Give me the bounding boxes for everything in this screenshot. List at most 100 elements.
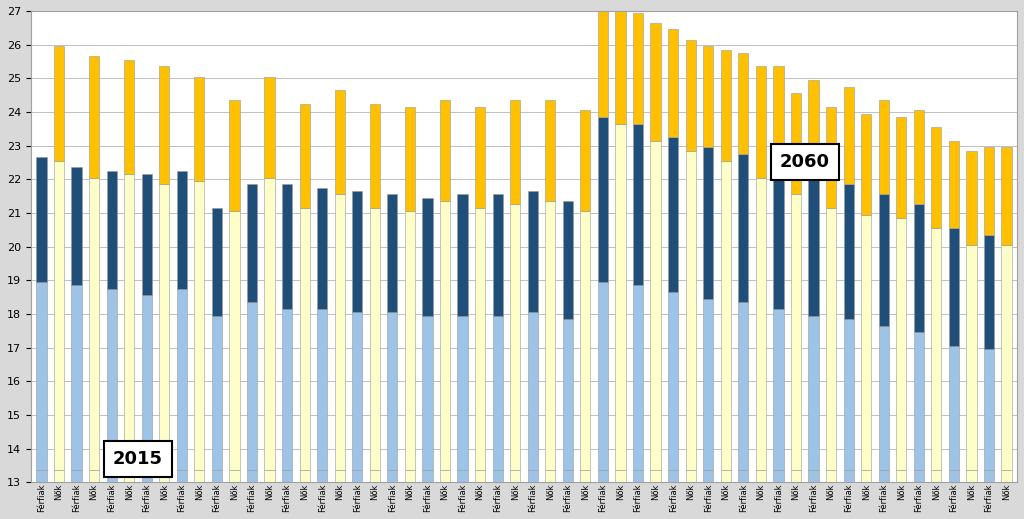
Bar [879,325,889,470]
Bar [703,470,714,482]
Bar [106,289,117,470]
Bar [808,177,818,316]
Bar [598,470,608,482]
Bar [89,177,99,470]
Bar [615,124,626,470]
Bar [773,66,783,168]
Bar [581,110,591,211]
Bar [247,470,257,482]
Bar [773,309,783,470]
Bar [844,87,854,184]
Bar [791,470,801,482]
Bar [404,107,415,211]
Bar [563,319,573,470]
Bar [72,470,82,482]
Bar [404,470,415,482]
Bar [598,117,608,282]
Bar [440,201,451,470]
Bar [422,198,432,316]
Bar [440,470,451,482]
Bar [581,470,591,482]
Bar [668,137,678,292]
Bar [949,346,958,470]
Bar [212,208,222,316]
Bar [826,470,837,482]
Bar [756,177,766,470]
Bar [896,117,906,218]
Bar [195,77,205,181]
Bar [335,90,345,195]
Bar [967,245,977,470]
Bar [738,154,749,302]
Bar [404,211,415,470]
Bar [984,349,994,470]
Bar [913,332,924,470]
Bar [861,114,871,214]
Bar [703,147,714,299]
Bar [1001,147,1012,245]
Bar [686,39,695,151]
Bar [177,470,187,482]
Bar [475,470,485,482]
Bar [264,470,274,482]
Bar [773,168,783,309]
Bar [352,191,362,312]
Bar [458,195,468,316]
Bar [422,470,432,482]
Bar [264,77,274,177]
Bar [738,302,749,470]
Bar [54,161,65,470]
Bar [440,100,451,201]
Bar [808,316,818,470]
Bar [773,470,783,482]
Bar [527,470,538,482]
Bar [721,50,731,161]
Bar [510,100,520,204]
Bar [668,30,678,137]
Bar [159,184,169,470]
Bar [37,157,46,282]
Bar [686,470,695,482]
Bar [475,208,485,470]
Bar [791,93,801,195]
Bar [563,201,573,319]
Bar [352,470,362,482]
Bar [124,174,134,470]
Bar [967,470,977,482]
Bar [370,470,380,482]
Bar [54,470,65,482]
Bar [335,470,345,482]
Bar [650,141,660,470]
Bar [615,470,626,482]
Bar [1001,245,1012,470]
Bar [458,316,468,470]
Bar [896,470,906,482]
Bar [493,316,503,470]
Bar [195,470,205,482]
Bar [633,470,643,482]
Bar [493,470,503,482]
Bar [931,228,941,470]
Bar [650,470,660,482]
Bar [1001,470,1012,482]
Bar [159,470,169,482]
Bar [633,12,643,124]
Bar [106,470,117,482]
Bar [370,208,380,470]
Bar [72,168,82,285]
Bar [861,470,871,482]
Bar [493,195,503,316]
Bar [510,470,520,482]
Bar [335,195,345,470]
Bar [387,312,397,470]
Bar [650,23,660,141]
Bar [615,6,626,124]
Bar [247,302,257,470]
Bar [54,46,65,161]
Bar [756,470,766,482]
Bar [913,204,924,332]
Bar [300,470,309,482]
Bar [844,319,854,470]
Bar [229,470,240,482]
Bar [141,470,152,482]
